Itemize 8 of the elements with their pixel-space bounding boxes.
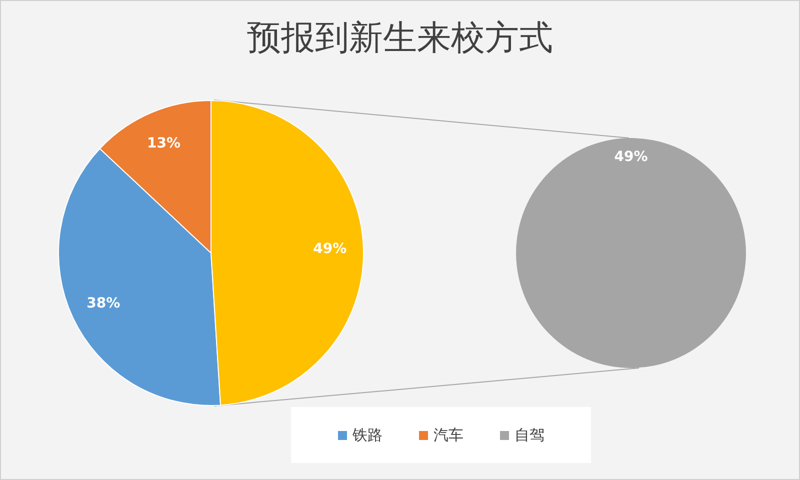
- data-label: 49%: [313, 240, 347, 257]
- data-label: 13%: [147, 135, 181, 152]
- data-label: 38%: [86, 295, 120, 312]
- legend-label: 自驾: [514, 426, 544, 444]
- legend-label: 铁路: [352, 426, 382, 444]
- data-label: 49%: [614, 149, 648, 166]
- legend-label: 汽车: [434, 426, 464, 444]
- chart-title: 预报到新生来校方式: [246, 17, 554, 60]
